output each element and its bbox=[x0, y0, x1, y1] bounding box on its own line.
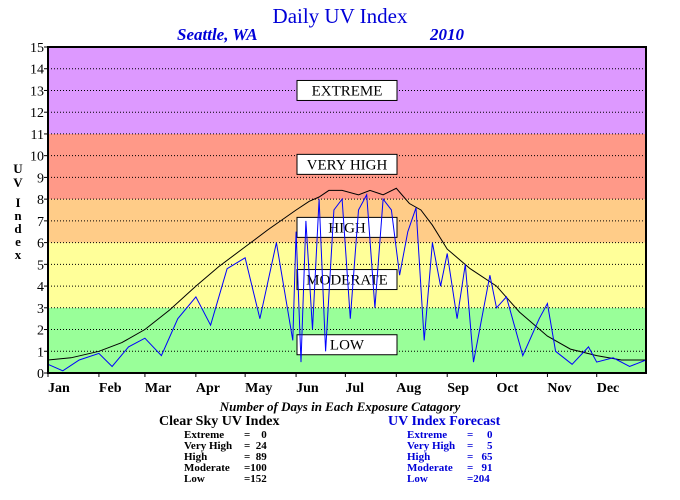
x-tick-label: Mar bbox=[145, 381, 171, 396]
stat-row: High = 89 bbox=[184, 452, 267, 463]
clear-sky-series-line bbox=[47, 187, 646, 361]
stat-label: Low bbox=[407, 473, 428, 485]
stat-label: Extreme bbox=[407, 429, 448, 441]
stat-value: = 91 bbox=[467, 462, 493, 474]
x-tick-label: Dec bbox=[597, 381, 620, 396]
x-tick-label: Apr bbox=[196, 381, 220, 396]
stat-value: =204 bbox=[467, 473, 490, 485]
y-axis-label-letter: V bbox=[13, 175, 23, 190]
exposure-title: Number of Days in Each Exposure Catagory bbox=[219, 399, 461, 414]
y-tick-label: 15 bbox=[30, 41, 44, 56]
stat-value: = 0 bbox=[244, 429, 267, 441]
forecast-title: UV Index Forecast bbox=[388, 414, 501, 429]
series-lines bbox=[47, 187, 647, 372]
stat-label: Very High bbox=[407, 440, 456, 452]
y-tick-label: 4 bbox=[37, 280, 44, 295]
band-label-box bbox=[296, 334, 398, 356]
band-label: MODERATE bbox=[306, 273, 388, 289]
stat-label: Very High bbox=[184, 440, 233, 452]
stat-value: = 24 bbox=[244, 440, 267, 452]
x-axis-ticks: Jan Feb Mar Apr May Jun Jul Aug Sep Oct Nov Dec bbox=[47, 373, 620, 396]
band-label: LOW bbox=[330, 338, 365, 354]
y-tick-label: 11 bbox=[31, 128, 44, 143]
x-tick-label: Jun bbox=[296, 381, 319, 396]
stat-row: Extreme = 0 bbox=[407, 430, 493, 441]
y-tick-label: 0 bbox=[37, 367, 44, 382]
grid-lines bbox=[48, 68, 646, 352]
stat-row: Low =204 bbox=[407, 474, 493, 485]
x-tick-label: Jan bbox=[48, 381, 70, 396]
stat-row: Very High = 24 bbox=[184, 441, 267, 452]
stat-label: High bbox=[184, 451, 208, 463]
stat-value: = 65 bbox=[467, 451, 493, 463]
stat-row: High = 65 bbox=[407, 452, 493, 463]
stat-value: = 0 bbox=[467, 429, 493, 441]
y-tick-label: 6 bbox=[37, 237, 44, 252]
band-label-box bbox=[296, 153, 398, 175]
y-tick-label: 2 bbox=[37, 324, 44, 339]
band-label: HIGH bbox=[328, 220, 366, 236]
y-tick-label: 8 bbox=[37, 193, 44, 208]
stat-row: Moderate =100 bbox=[184, 463, 267, 474]
stat-value: = 5 bbox=[467, 440, 493, 452]
stat-value: =152 bbox=[244, 473, 267, 485]
stat-label: Low bbox=[184, 473, 205, 485]
y-tick-label: 5 bbox=[37, 258, 44, 273]
y-tick-label: 10 bbox=[30, 150, 44, 165]
x-tick-label: Feb bbox=[99, 381, 122, 396]
y-tick-label: 1 bbox=[37, 345, 44, 360]
y-axis-label-letter: n bbox=[14, 208, 22, 223]
stat-row: Extreme = 0 bbox=[184, 430, 267, 441]
plot-frame bbox=[47, 46, 647, 374]
band-label: VERY HIGH bbox=[307, 157, 388, 173]
stat-label: Moderate bbox=[184, 462, 230, 474]
forecast-series-line bbox=[47, 193, 647, 372]
stat-row: Low =152 bbox=[184, 474, 267, 485]
forecast-stats: Extreme = 0 Very High = 5 High = 65 Moderat… bbox=[407, 430, 493, 485]
stat-label: High bbox=[407, 451, 431, 463]
x-tick-label: Oct bbox=[497, 381, 519, 396]
year-label: 2010 bbox=[430, 25, 464, 44]
y-tick-label: 9 bbox=[37, 171, 44, 186]
x-tick-label: May bbox=[245, 381, 272, 396]
band-label: EXTREME bbox=[312, 83, 383, 99]
location-label: Seattle, WA bbox=[177, 25, 258, 44]
chart-title: Daily UV Index bbox=[272, 4, 408, 28]
x-tick-label: Nov bbox=[547, 381, 571, 396]
y-tick-label: 7 bbox=[37, 215, 44, 230]
band-label-box bbox=[296, 216, 398, 238]
x-tick-label: Aug bbox=[396, 381, 421, 396]
stat-row: Very High = 5 bbox=[407, 441, 493, 452]
stat-value: = 89 bbox=[244, 451, 267, 463]
band-label-box bbox=[296, 79, 398, 101]
y-tick-label: 13 bbox=[30, 84, 44, 99]
stat-label: Moderate bbox=[407, 462, 453, 474]
y-axis-label-letter: x bbox=[15, 247, 22, 262]
y-tick-label: 12 bbox=[30, 106, 44, 121]
y-axis-label-letter: I bbox=[15, 195, 20, 210]
y-tick-label: 14 bbox=[30, 63, 44, 78]
y-tick-label: 3 bbox=[37, 302, 44, 317]
stat-value: =100 bbox=[244, 462, 267, 474]
y-axis-label-letter: e bbox=[15, 234, 21, 249]
x-tick-label: Jul bbox=[345, 381, 364, 396]
x-tick-label: Sep bbox=[447, 381, 469, 396]
clear-sky-stats: Extreme = 0 Very High = 24 High = 89 Modera… bbox=[184, 430, 267, 485]
clear-sky-title: Clear Sky UV Index bbox=[159, 414, 280, 429]
y-axis-label-letter: U bbox=[13, 161, 23, 176]
stat-label: Extreme bbox=[184, 429, 225, 441]
y-axis-label-letter: d bbox=[14, 221, 22, 236]
stat-row: Moderate = 91 bbox=[407, 463, 493, 474]
